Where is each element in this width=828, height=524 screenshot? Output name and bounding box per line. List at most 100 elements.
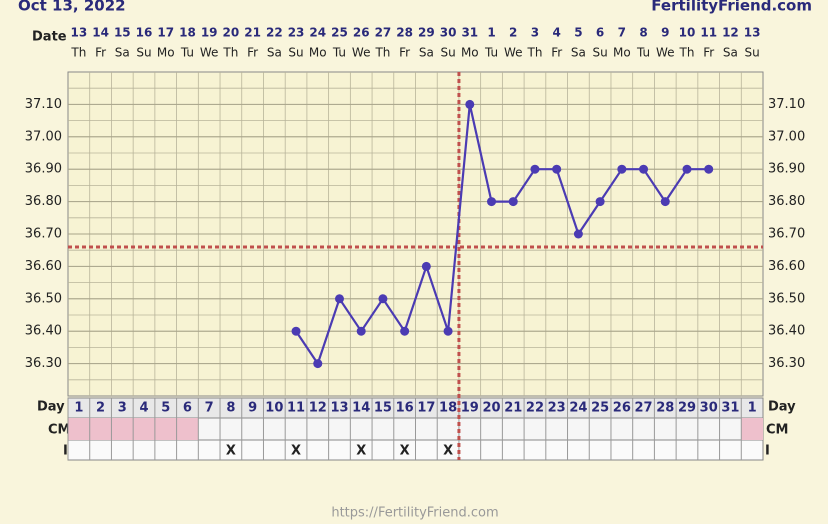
intercourse-mark: X — [291, 444, 301, 459]
intercourse-mark: X — [356, 444, 366, 459]
y-tick-label-right: 36.80 — [768, 194, 805, 209]
cycle-day: 19 — [461, 401, 479, 416]
day-label-right: Day — [768, 400, 796, 415]
date-number: 22 — [266, 26, 283, 40]
cycle-day: 30 — [700, 401, 718, 416]
y-tick-label: 36.80 — [25, 194, 62, 209]
intercourse-mark: X — [400, 444, 410, 459]
temp-point — [487, 197, 497, 207]
weekday: Tu — [180, 46, 194, 60]
cm-cell — [89, 418, 112, 440]
y-tick-label: 37.00 — [25, 129, 62, 144]
cycle-day: 20 — [482, 401, 500, 416]
date-number: 27 — [375, 26, 392, 40]
temp-point — [682, 164, 692, 174]
date-number: 28 — [396, 26, 413, 40]
cycle-day: 10 — [265, 401, 283, 416]
temp-point — [552, 164, 562, 174]
weekday: Th — [222, 46, 238, 60]
y-tick-label: 37.10 — [25, 97, 62, 112]
cycle-day: 28 — [656, 401, 674, 416]
temp-point — [334, 294, 344, 304]
date-number: 24 — [309, 26, 326, 40]
temp-point — [530, 164, 540, 174]
weekday: Su — [440, 46, 455, 60]
i-label-right: I — [765, 444, 770, 459]
cycle-day: 1 — [74, 401, 83, 416]
cycle-day: 8 — [226, 401, 235, 416]
temp-point — [313, 359, 323, 369]
y-tick-label-right: 36.90 — [768, 162, 805, 177]
date-number: 15 — [114, 26, 131, 40]
y-tick-label-right: 37.00 — [768, 129, 805, 144]
cm-cell — [741, 418, 763, 440]
y-tick-label: 36.60 — [25, 259, 62, 274]
cm-cell — [133, 418, 155, 440]
cycle-day: 9 — [248, 401, 257, 416]
cycle-day: 14 — [352, 401, 370, 416]
date-number: 11 — [700, 26, 717, 40]
temp-point — [639, 164, 649, 174]
cm-cell — [111, 418, 134, 440]
y-tick-label: 36.50 — [25, 291, 62, 306]
weekday: Su — [592, 46, 607, 60]
weekday: Su — [745, 46, 760, 60]
weekday: Fr — [247, 46, 258, 60]
cycle-day: 1 — [748, 401, 757, 416]
temp-point — [356, 326, 366, 336]
weekday: Sa — [571, 46, 586, 60]
date-number: 12 — [722, 26, 739, 40]
weekday: Th — [70, 46, 86, 60]
date-number: 18 — [179, 26, 196, 40]
y-tick-label-right: 36.50 — [768, 291, 805, 306]
temp-point — [443, 326, 453, 336]
temp-point — [508, 197, 518, 207]
date-number: 9 — [661, 26, 669, 40]
weekday: Th — [679, 46, 695, 60]
temp-point — [704, 164, 714, 174]
weekday: Th — [526, 46, 542, 60]
weekday: Su — [288, 46, 303, 60]
weekday: Sa — [723, 46, 738, 60]
date-number: 6 — [596, 26, 604, 40]
cycle-day: 27 — [635, 401, 653, 416]
weekday: Tu — [332, 46, 346, 60]
day-label: Day — [37, 400, 65, 415]
weekday: We — [504, 46, 523, 60]
cycle-day: 21 — [504, 401, 522, 416]
i-label: I — [63, 444, 68, 459]
y-tick-label-right: 36.70 — [768, 227, 805, 242]
temp-point — [660, 197, 670, 207]
temp-point — [573, 229, 583, 239]
y-tick-label-right: 36.40 — [768, 324, 805, 339]
cm-cell — [176, 418, 199, 440]
date-number: 20 — [223, 26, 240, 40]
weekday: Mo — [461, 46, 479, 60]
weekday: Mo — [613, 46, 631, 60]
date-number: 13 — [71, 26, 88, 40]
y-tick-label-right: 36.30 — [768, 356, 805, 371]
y-tick-label: 36.30 — [25, 356, 62, 371]
cm-label: CM — [48, 423, 70, 438]
cm-cell — [68, 418, 90, 440]
weekday: Su — [136, 46, 151, 60]
date-number: 3 — [531, 26, 539, 40]
weekday: Sa — [267, 46, 282, 60]
weekday: We — [200, 46, 219, 60]
cycle-day: 26 — [613, 401, 631, 416]
intercourse-mark: X — [443, 444, 453, 459]
y-tick-label-right: 36.60 — [768, 259, 805, 274]
y-tick-label-right: 37.10 — [768, 97, 805, 112]
footer-url: https://FertilityFriend.com — [331, 506, 498, 521]
cycle-day: 4 — [139, 401, 148, 416]
date-number: 17 — [157, 26, 174, 40]
cycle-day: 13 — [330, 401, 348, 416]
cm-cell — [154, 418, 177, 440]
date-number: 13 — [744, 26, 761, 40]
cycle-day: 29 — [678, 401, 696, 416]
date-number: 10 — [679, 26, 696, 40]
date-number: 23 — [288, 26, 305, 40]
date-number: 5 — [574, 26, 582, 40]
weekday: We — [352, 46, 371, 60]
date-label: Date — [32, 30, 67, 45]
